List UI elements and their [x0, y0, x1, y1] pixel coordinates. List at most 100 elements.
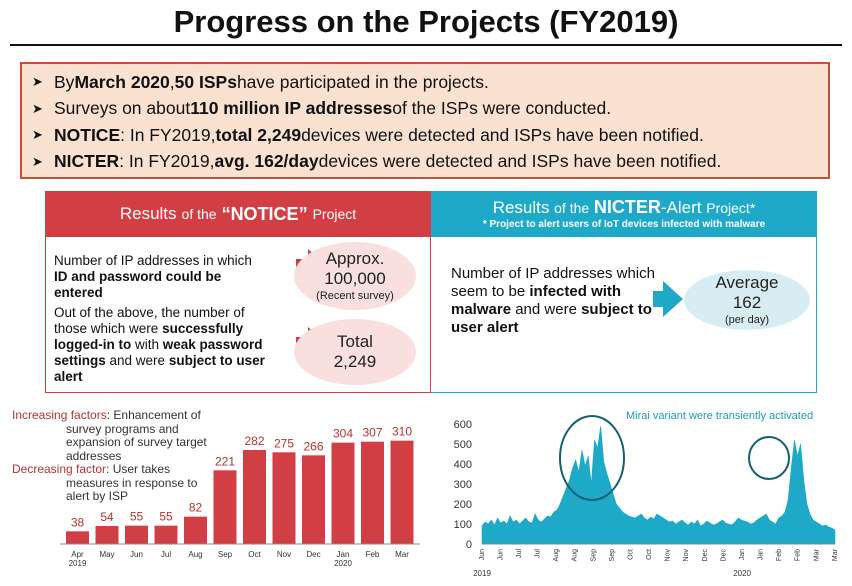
year-label: 2020 [334, 559, 352, 568]
y-tick-label: 300 [454, 479, 472, 491]
nicter-panel: Number of IP addresses which seem to be … [431, 237, 817, 393]
y-tick-label: 0 [466, 539, 472, 551]
notice-monthly-bar-chart: 38 Apr 54 May 55 Jun 55 Jul 82 Aug 221 Sep 282 Oct 275… [60, 425, 420, 568]
x-tick-label: Mar [395, 550, 409, 559]
bar-value-label: 275 [274, 436, 294, 450]
oval-value: 100,000 [324, 269, 386, 288]
text: Surveys on about [54, 98, 191, 119]
text: , [169, 71, 175, 92]
notice-oval-survey: Approx. 100,000 (Recent survey) [294, 242, 416, 310]
text: and were [511, 301, 582, 318]
x-tick-label: Feb [795, 549, 802, 561]
x-tick-label: Feb [366, 550, 380, 559]
nicter-footnote: * Project to alert users of IoT devices … [482, 219, 766, 230]
summary-bullet: ➤ NICTER: In FY2019, avg. 162/day devices… [32, 149, 828, 176]
nicter-header-project: Project* [706, 200, 756, 216]
title-rule [10, 44, 842, 46]
text: devices were detected and ISPs have been… [318, 151, 722, 172]
bar [184, 516, 207, 544]
arrow-bullet-icon: ➤ [32, 127, 43, 143]
bar [213, 470, 237, 544]
nicter-label: Number of IP addresses which seem to be … [451, 265, 661, 337]
notice-header-project: Project [312, 206, 357, 222]
nicter-header-alert: -Alert [660, 198, 702, 217]
increasing-factors-label: Increasing factors [12, 408, 107, 422]
summary-bullet: ➤ By March 2020, 50 ISPs have participate… [32, 69, 828, 96]
bar [272, 452, 296, 544]
x-tick-label: Jun [497, 549, 504, 560]
x-tick-label: Sep [590, 549, 597, 562]
factors-text: Increasing factors: Enhancement of surve… [12, 408, 207, 504]
text: : In FY2019, [119, 151, 215, 172]
oval-value: 162 [732, 293, 762, 312]
x-tick-label: Jul [535, 549, 542, 558]
notice-header-results: Results [119, 204, 177, 223]
bold-text: ID and password could be entered [54, 269, 222, 300]
bar [361, 441, 384, 544]
bold-text: successfully logged-in to [54, 321, 244, 352]
factors-line: expansion of survey target [66, 435, 207, 449]
x-tick-label: Jun [479, 549, 486, 560]
bar-value-label: 282 [244, 434, 264, 448]
x-tick-label: Nov [665, 549, 672, 562]
oval-value: 2,249 [333, 352, 377, 371]
bar [243, 450, 266, 544]
summary-bullet: ➤ Surveys on about 110 million IP address… [32, 96, 828, 123]
x-tick-label: Nov [277, 550, 291, 559]
nicter-header: Results of the NICTER-Alert Project* * P… [431, 191, 817, 237]
bar-value-label: 310 [392, 425, 412, 439]
bar-value-label: 307 [362, 426, 382, 440]
x-tick-label: Dec [702, 549, 709, 562]
notice-label-2: Out of the above, the number of those wh… [54, 305, 272, 385]
bold-text: NICTER [54, 151, 120, 172]
text: By [54, 71, 75, 92]
bar-value-label: 55 [130, 510, 144, 524]
text: of the ISPs were conducted. [392, 98, 612, 119]
x-tick-label: Apr [71, 550, 84, 559]
bold-text: 110 million IP addresses [190, 98, 393, 119]
x-tick-label: Jan [337, 550, 350, 559]
summary-box: ➤ By March 2020, 50 ISPs have participate… [20, 62, 830, 179]
bold-text: infected with malware [451, 283, 622, 318]
y-tick-label: 600 [454, 419, 472, 431]
text: devices were detected and ISPs have been… [301, 124, 704, 145]
bold-text: NOTICE [54, 124, 121, 145]
bar-value-label: 304 [333, 427, 353, 441]
arrow-bullet-icon: ➤ [32, 100, 43, 116]
oval-line: Total [337, 332, 373, 351]
year-label: 2019 [69, 559, 87, 568]
text: and were [105, 353, 169, 368]
oval-line: Average [715, 273, 779, 292]
year-label: 2019 [473, 569, 491, 578]
notice-label-1: Number of IP addresses in which ID and pa… [54, 253, 269, 301]
bold-text: avg. 162/day [214, 151, 319, 172]
x-tick-label: Sep [218, 550, 233, 559]
bold-text: subject to user alert [54, 353, 265, 384]
decreasing-factor-label: Decreasing factor [12, 462, 107, 476]
x-tick-label: Aug [553, 549, 560, 562]
x-tick-label: Nov [683, 549, 690, 562]
x-tick-label: Mar [813, 548, 820, 561]
notice-header-of: of the [181, 206, 217, 222]
page-title: Progress on the Projects (FY2019) [173, 4, 679, 39]
x-tick-label: Aug [572, 549, 579, 562]
bar-value-label: 55 [159, 510, 173, 524]
bold-text: weak password settings [54, 337, 263, 368]
chart-annotation: Mirai variant were transiently activated [626, 410, 814, 422]
arrow-bullet-icon: ➤ [32, 74, 43, 90]
text: have participated in the projects. [236, 71, 489, 92]
notice-header: Results of the “NOTICE” Project [45, 191, 431, 237]
oval-note: (Recent survey) [316, 290, 394, 302]
text: Out of the above, the number of those wh… [54, 305, 245, 336]
notice-header-name: “NOTICE” [221, 203, 308, 224]
bar [154, 525, 178, 544]
x-tick-label: Dec [720, 549, 727, 562]
y-tick-label: 100 [454, 519, 472, 531]
text: with [131, 337, 163, 352]
x-tick-label: Jul [161, 550, 171, 559]
x-tick-label: Jan [739, 549, 746, 560]
x-tick-label: Oct [627, 549, 634, 560]
x-tick-label: Oct [646, 549, 653, 560]
nicter-oval-average: Average 162 (per day) [684, 270, 810, 330]
nicter-daily-area-chart: 0 100 200 300 400 500 600 Jun Jun Jul Jul Aug Aug Sep… [454, 415, 839, 578]
